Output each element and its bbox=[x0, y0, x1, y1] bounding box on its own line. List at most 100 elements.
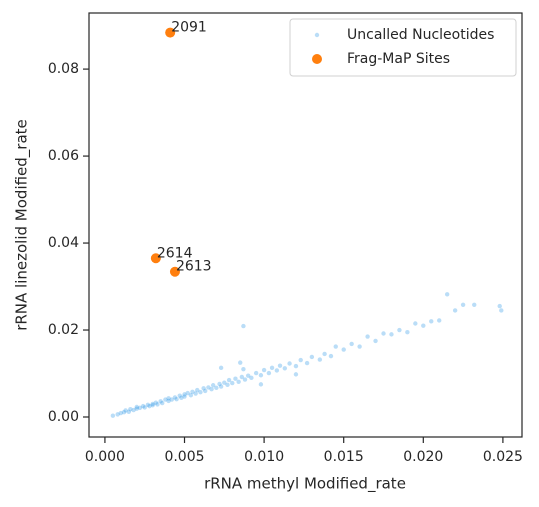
y-tick-label: 0.06 bbox=[48, 148, 79, 164]
scatter-point bbox=[373, 338, 378, 344]
scatter-point bbox=[349, 341, 354, 347]
scatter-point bbox=[269, 365, 275, 371]
scatter-point bbox=[182, 392, 187, 397]
scatter-point bbox=[169, 266, 180, 277]
scatter-point bbox=[174, 396, 179, 402]
scatter-point bbox=[190, 389, 195, 394]
scatter-point bbox=[309, 354, 315, 360]
scatter-point bbox=[258, 373, 264, 378]
scatter-point bbox=[137, 405, 143, 411]
scatter-point bbox=[206, 385, 211, 390]
scatter-point bbox=[150, 253, 161, 264]
scatter-point bbox=[134, 404, 139, 410]
scatter-point bbox=[118, 410, 124, 416]
scatter-point bbox=[499, 308, 504, 313]
scatter-point bbox=[128, 406, 133, 412]
scatter-point bbox=[239, 374, 245, 380]
scatter-point bbox=[198, 390, 203, 395]
legend-marker bbox=[312, 54, 322, 64]
scatter-point bbox=[150, 401, 155, 407]
y-tick-label: 0.08 bbox=[48, 61, 79, 77]
scatter-point bbox=[131, 407, 136, 413]
scatter-point bbox=[123, 408, 128, 413]
scatter-point bbox=[238, 360, 243, 365]
scatter-point bbox=[110, 413, 116, 418]
scatter-point bbox=[328, 353, 334, 359]
scatter-point bbox=[158, 399, 163, 404]
x-tick-label: 0.025 bbox=[483, 449, 523, 465]
x-tick-label: 0.020 bbox=[403, 449, 443, 465]
scatter-point bbox=[293, 363, 299, 369]
scatter-point bbox=[261, 367, 267, 373]
scatter-point bbox=[317, 357, 323, 362]
scatter-point bbox=[121, 410, 127, 415]
scatter-point bbox=[389, 332, 394, 337]
scatter-point bbox=[172, 395, 178, 400]
scatter-point bbox=[155, 402, 160, 407]
scatter-point bbox=[437, 318, 442, 323]
scatter-point bbox=[188, 393, 194, 398]
scatter-point bbox=[497, 303, 502, 309]
scatter-point bbox=[142, 405, 147, 410]
scatter-point bbox=[253, 370, 259, 376]
scatter-point bbox=[218, 365, 224, 371]
scatter-point bbox=[245, 373, 251, 378]
x-tick-label: 0.010 bbox=[244, 449, 284, 465]
scatter-point bbox=[115, 412, 120, 417]
scatter-point bbox=[150, 403, 155, 408]
scatter-point bbox=[226, 377, 232, 383]
scatter-point bbox=[177, 393, 182, 398]
scatter-point bbox=[217, 381, 222, 387]
scatter-point bbox=[397, 327, 402, 333]
scatter-point bbox=[266, 370, 272, 376]
scatter-point bbox=[452, 308, 458, 313]
scatter-point bbox=[218, 384, 224, 389]
scatter-point bbox=[333, 344, 338, 349]
x-tick-label: 0.005 bbox=[164, 449, 204, 465]
legend-marker bbox=[314, 32, 320, 38]
scatter-point bbox=[230, 380, 235, 386]
x-tick-label: 0.015 bbox=[324, 449, 364, 465]
scatter-point bbox=[405, 329, 410, 335]
scatter-point bbox=[166, 396, 171, 401]
scatter-point bbox=[179, 395, 184, 401]
scatter-point bbox=[203, 388, 208, 394]
point-label: 2614 bbox=[157, 245, 193, 261]
scatter-point bbox=[341, 347, 346, 352]
scatter-point bbox=[225, 382, 230, 388]
scatter-point bbox=[182, 394, 187, 399]
scatter-point bbox=[195, 387, 200, 393]
y-tick-label: 0.04 bbox=[48, 235, 79, 251]
legend-label: Frag-MaP Sites bbox=[347, 51, 450, 67]
scatter-point bbox=[214, 385, 219, 391]
scatter-point bbox=[274, 368, 280, 373]
scatter-point bbox=[165, 27, 176, 38]
scatter-point bbox=[444, 292, 450, 297]
legend-box bbox=[289, 18, 517, 77]
scatter-point bbox=[413, 321, 418, 326]
scatter-point bbox=[169, 397, 174, 402]
scatter-point bbox=[460, 302, 466, 307]
scatter-point bbox=[163, 397, 168, 402]
x-axis-label: rRNA methyl Modified_rate bbox=[204, 475, 406, 494]
scatter-point bbox=[429, 319, 434, 324]
scatter-point bbox=[222, 380, 227, 385]
scatter-point bbox=[298, 357, 303, 363]
scatter-point bbox=[126, 409, 131, 414]
scatter-point bbox=[210, 383, 216, 388]
scatter-point bbox=[249, 375, 254, 381]
scatter-point bbox=[233, 376, 238, 381]
scatter-point bbox=[282, 366, 288, 371]
scatter-point bbox=[140, 403, 146, 409]
y-tick-label: 0.02 bbox=[48, 322, 79, 338]
scatter-point bbox=[304, 360, 310, 366]
scatter-point bbox=[472, 302, 477, 307]
point-label: 2091 bbox=[171, 20, 207, 36]
scatter-point bbox=[277, 363, 283, 368]
scatter-point bbox=[357, 344, 362, 349]
scatter-point bbox=[236, 379, 241, 384]
legend-label: Uncalled Nucleotides bbox=[347, 27, 494, 43]
scatter-point bbox=[201, 386, 206, 391]
scatter-point bbox=[147, 403, 152, 409]
